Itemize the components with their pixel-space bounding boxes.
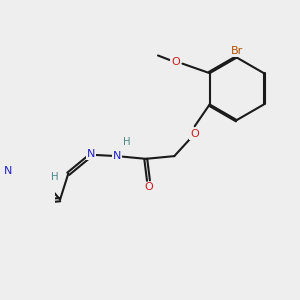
Text: O: O bbox=[171, 57, 180, 67]
Text: H: H bbox=[123, 137, 130, 147]
Text: Br: Br bbox=[231, 46, 243, 56]
Text: N: N bbox=[87, 149, 95, 159]
Text: O: O bbox=[190, 129, 199, 139]
Text: N: N bbox=[113, 151, 122, 160]
Text: H: H bbox=[51, 172, 59, 182]
Text: O: O bbox=[144, 182, 153, 192]
Text: N: N bbox=[4, 166, 13, 176]
